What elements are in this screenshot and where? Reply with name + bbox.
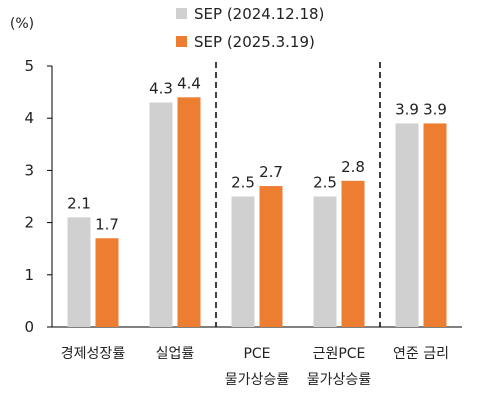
value-label-series-1: 2.5 (231, 174, 255, 192)
value-label-series-1: 2.1 (67, 194, 91, 212)
legend-swatch-series-2 (176, 36, 187, 47)
legend-label-series-1: SEP (2024.12.18) (194, 5, 324, 23)
x-category-label: 연준 금리 (393, 346, 449, 362)
legend-swatch-series-1 (176, 8, 187, 19)
bar-series-2 (95, 238, 119, 327)
value-label-series-1: 4.3 (149, 80, 173, 98)
y-tick-label: 3 (24, 161, 34, 179)
bar-series-1 (313, 196, 337, 327)
value-label-series-2: 1.7 (95, 215, 119, 233)
bar-series-2 (423, 123, 447, 327)
x-category-label: 물가상승률 (225, 372, 290, 388)
x-category-label: 근원PCE (313, 346, 366, 362)
bar-series-1 (67, 217, 91, 327)
legend-label-series-2: SEP (2025.3.19) (194, 33, 315, 51)
bar-series-2 (177, 97, 201, 327)
bar-series-2 (341, 180, 365, 327)
y-tick-label: 2 (24, 214, 34, 232)
value-label-series-1: 2.5 (313, 174, 337, 192)
bar-series-1 (231, 196, 255, 327)
bar-series-2 (259, 186, 283, 327)
value-label-series-2: 3.9 (423, 100, 447, 118)
value-label-series-1: 3.9 (395, 100, 419, 118)
x-category-label: 경제성장률 (61, 346, 126, 362)
value-label-series-2: 2.8 (341, 158, 365, 176)
value-label-series-2: 2.7 (259, 163, 283, 181)
y-tick-label: 1 (24, 266, 34, 284)
bar-series-1 (395, 123, 419, 327)
y-tick-label: 5 (24, 57, 34, 75)
y-tick-label: 4 (24, 109, 34, 127)
x-category-label: 물가상승률 (307, 372, 372, 388)
y-tick-label: 0 (24, 318, 34, 336)
x-category-label: 실업률 (156, 346, 195, 362)
x-category-label: PCE (243, 346, 270, 362)
bar-series-1 (149, 102, 173, 327)
value-label-series-2: 4.4 (177, 74, 201, 92)
y-axis-unit-label: (%) (10, 16, 34, 32)
